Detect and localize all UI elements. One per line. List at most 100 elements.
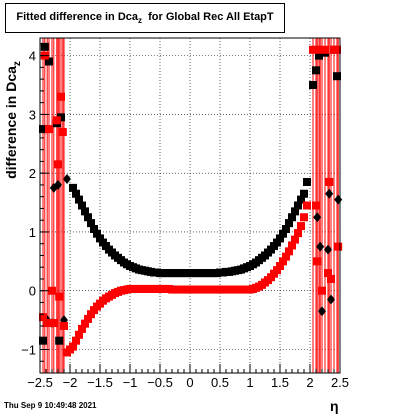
data-point [69,342,77,351]
data-point [54,179,62,190]
data-point [72,336,80,345]
data-point [303,201,311,210]
data-point [315,51,323,60]
data-point [40,42,49,51]
data-point [48,286,56,295]
data-point [282,225,290,234]
data-point [57,92,65,101]
data-point [303,177,311,186]
data-point [279,229,287,238]
data-point [57,113,65,122]
data-point [55,292,64,301]
x-tick-label: −2 [63,375,78,390]
y-axis-label-main: difference in Dca [3,66,19,179]
data-point [84,213,92,222]
data-point [333,45,341,54]
y-tick-label: 0 [29,284,36,299]
data-point [93,229,101,238]
chart-title: Fitted difference in Dcaz for Global Rec… [6,11,284,25]
data-point [324,244,332,255]
y-tick-label: 2 [29,166,36,181]
data-point [288,241,296,250]
data-point [309,81,317,90]
data-point [60,321,68,330]
data-point [318,286,326,295]
data-point [276,262,284,271]
data-point [312,66,320,75]
y-tick-label: 4 [29,49,36,64]
data-point [315,45,323,54]
data-point [273,238,281,247]
data-point [78,201,86,210]
data-point [45,125,53,134]
y-tick-label: −1 [21,342,36,357]
x-tick-label: −1 [123,375,138,390]
data-point [39,313,47,322]
x-tick-label: −1.5 [87,375,113,390]
data-point [325,188,334,199]
chart-title-box: Fitted difference in Dcaz for Global Rec… [5,3,285,33]
data-point [81,319,89,328]
data-point [279,257,287,266]
series-layer [39,42,343,357]
data-point [72,189,80,198]
chart-title-main: Fitted difference in Dca [16,11,139,23]
data-point [327,294,335,305]
data-point [324,269,332,278]
data-point [300,213,308,222]
data-point [327,274,335,283]
data-point [87,310,95,319]
chart-title-suffix: for Global Rec All EtapT [142,11,274,23]
data-point [55,336,64,345]
data-point [294,201,302,210]
axis-layer: −2.5 −2 −1.5 −1 −0.5 0 0.5 1 1.5 2 2.5 −1 0 1 2 3 4 [21,43,349,390]
data-point [325,177,334,186]
data-point [63,174,71,185]
data-point [309,45,317,54]
data-point [75,330,83,339]
data-point [52,116,61,125]
data-point [282,252,290,261]
x-axis-label: η [330,398,339,414]
data-point [39,125,47,134]
x-tick-label: 2 [306,375,313,390]
data-point [294,229,302,238]
data-point [39,336,47,345]
data-point [276,234,284,243]
data-point [321,45,329,54]
x-tick-label: −2.5 [27,375,53,390]
data-point [312,201,320,210]
data-point [316,241,325,252]
data-point [300,189,308,198]
x-tick-label: 1.5 [271,375,289,390]
data-point [75,195,83,204]
data-point [297,195,305,204]
timestamp: Thu Sep 9 10:49:48 2021 [4,401,97,410]
y-tick-label: 3 [29,107,36,122]
x-tick-label: 1 [246,375,253,390]
data-point [288,213,296,222]
data-point [43,319,52,328]
data-point [78,324,86,333]
data-point [291,207,299,216]
data-point [45,57,53,66]
data-point [54,160,62,169]
data-point [90,225,98,234]
x-tick-label: 2.5 [331,375,349,390]
data-point [313,257,322,266]
data-point [291,235,299,244]
data-point [285,219,293,228]
data-point [313,212,322,223]
x-tick-label: 0.5 [211,375,229,390]
data-point [58,128,67,137]
data-point [334,242,343,251]
y-tick-label: 1 [29,225,36,240]
data-point [87,219,95,228]
data-point [49,319,58,328]
data-point [318,306,326,317]
data-point [81,207,89,216]
series-2 [39,45,343,357]
data-point [69,183,77,192]
